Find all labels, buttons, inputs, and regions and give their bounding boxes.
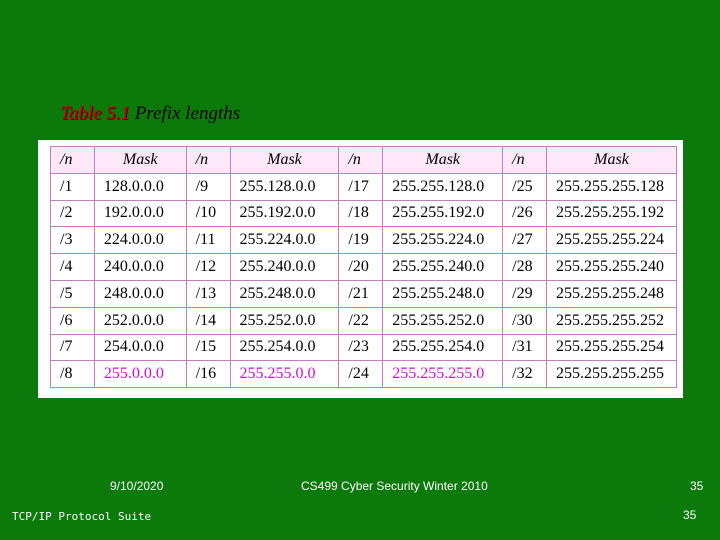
prefix-cell: /3	[50, 226, 95, 255]
table-row: /2 192.0.0.0 /10 255.192.0.0 /18 255.255…	[50, 199, 677, 228]
prefix-cell: /17	[338, 172, 384, 201]
header-n: /n	[50, 146, 95, 174]
header-mask: Mask	[546, 146, 677, 174]
mask-cell-highlighted: 255.255.0.0	[229, 360, 340, 389]
header-n: /n	[502, 146, 548, 174]
table-caption: Table 5.1 Prefix lengths	[60, 103, 240, 125]
mask-cell: 240.0.0.0	[93, 253, 187, 281]
mask-cell: 255.240.0.0	[229, 253, 340, 281]
prefix-cell: /8	[50, 360, 95, 389]
table-panel: /n Mask /n Mask /n Mask /n Mask /1 128.0…	[38, 140, 683, 398]
footer-course-title: CS499 Cyber Security Winter 2010	[301, 479, 488, 493]
prefix-cell: /4	[50, 253, 95, 281]
prefix-cell: /21	[338, 279, 384, 308]
mask-cell: 255.255.255.224	[546, 226, 677, 255]
mask-cell: 255.255.255.255	[546, 360, 677, 389]
mask-cell: 255.255.255.248	[546, 279, 677, 308]
header-mask: Mask	[93, 146, 187, 174]
mask-cell: 128.0.0.0	[93, 172, 187, 201]
mask-cell: 252.0.0.0	[93, 306, 187, 335]
prefix-cell: /22	[338, 306, 384, 335]
prefix-cell: /7	[50, 333, 95, 362]
prefix-cell: /16	[185, 360, 231, 389]
mask-cell: 255.252.0.0	[229, 306, 340, 335]
mask-cell: 255.254.0.0	[229, 333, 340, 362]
table-row: /6 252.0.0.0 /14 255.252.0.0 /22 255.255…	[50, 306, 677, 335]
prefix-cell: /2	[50, 199, 95, 228]
mask-cell: 192.0.0.0	[93, 199, 187, 228]
prefix-cell: /24	[338, 360, 384, 389]
prefix-cell: /12	[185, 253, 231, 281]
prefix-cell: /27	[502, 226, 548, 255]
footer-date: 9/10/2020	[110, 479, 164, 493]
mask-cell: 255.255.248.0	[382, 279, 504, 308]
header-mask: Mask	[382, 146, 504, 174]
table-title: Prefix lengths	[134, 103, 241, 124]
mask-cell: 224.0.0.0	[93, 226, 187, 255]
prefix-cell: /32	[502, 360, 548, 389]
mask-cell: 255.255.255.240	[546, 253, 677, 281]
mask-cell: 255.192.0.0	[229, 199, 340, 228]
prefix-cell: /15	[185, 333, 231, 362]
prefix-cell: /30	[502, 306, 548, 335]
footer-book-title: TCP/IP Protocol Suite	[12, 510, 152, 523]
mask-cell: 255.255.192.0	[382, 199, 504, 228]
table-header-row: /n Mask /n Mask /n Mask /n Mask	[50, 146, 677, 174]
prefix-cell: /5	[50, 279, 95, 308]
prefix-cell: /9	[185, 172, 231, 201]
table-number: Table 5.1	[60, 103, 131, 124]
prefix-cell: /26	[502, 199, 548, 228]
prefix-cell: /28	[502, 253, 548, 281]
mask-cell: 255.128.0.0	[229, 172, 340, 201]
table-row: /1 128.0.0.0 /9 255.128.0.0 /17 255.255.…	[50, 172, 677, 201]
mask-cell: 255.255.128.0	[382, 172, 504, 201]
mask-cell: 248.0.0.0	[93, 279, 187, 308]
prefix-cell: /20	[338, 253, 384, 281]
mask-cell: 255.224.0.0	[229, 226, 340, 255]
mask-cell: 255.248.0.0	[229, 279, 340, 308]
prefix-cell: /23	[338, 333, 384, 362]
prefix-cell: /19	[338, 226, 384, 255]
mask-cell: 255.255.255.192	[546, 199, 677, 228]
mask-cell: 255.255.255.252	[546, 306, 677, 335]
table-row: /5 248.0.0.0 /13 255.248.0.0 /21 255.255…	[50, 279, 677, 308]
prefix-cell: /29	[502, 279, 548, 308]
table-row: /3 224.0.0.0 /11 255.224.0.0 /19 255.255…	[50, 226, 677, 255]
prefix-cell: /25	[502, 172, 548, 201]
mask-cell: 255.255.252.0	[382, 306, 504, 335]
prefix-length-table: /n Mask /n Mask /n Mask /n Mask /1 128.0…	[50, 146, 677, 389]
prefix-cell: /11	[185, 226, 231, 255]
prefix-cell: /1	[50, 172, 95, 201]
header-mask: Mask	[229, 146, 340, 174]
mask-cell: 255.255.254.0	[382, 333, 504, 362]
mask-cell: 254.0.0.0	[93, 333, 187, 362]
prefix-cell: /31	[502, 333, 548, 362]
table-row: /7 254.0.0.0 /15 255.254.0.0 /23 255.255…	[50, 333, 677, 362]
prefix-cell: /18	[338, 199, 384, 228]
prefix-cell: /14	[185, 306, 231, 335]
mask-cell: 255.255.240.0	[382, 253, 504, 281]
table-row: /4 240.0.0.0 /12 255.240.0.0 /20 255.255…	[50, 253, 677, 281]
prefix-cell: /10	[185, 199, 231, 228]
footer-page-number: 35	[690, 479, 704, 493]
header-n: /n	[338, 146, 384, 174]
mask-cell-highlighted: 255.0.0.0	[93, 360, 187, 389]
table-row: /8 255.0.0.0 /16 255.255.0.0 /24 255.255…	[50, 360, 677, 389]
footer-page-number-secondary: 35	[683, 508, 697, 522]
header-n: /n	[185, 146, 231, 174]
mask-cell: 255.255.255.128	[546, 172, 677, 201]
mask-cell: 255.255.224.0	[382, 226, 504, 255]
mask-cell: 255.255.255.254	[546, 333, 677, 362]
prefix-cell: /6	[50, 306, 95, 335]
prefix-cell: /13	[185, 279, 231, 308]
mask-cell-highlighted: 255.255.255.0	[382, 360, 504, 389]
